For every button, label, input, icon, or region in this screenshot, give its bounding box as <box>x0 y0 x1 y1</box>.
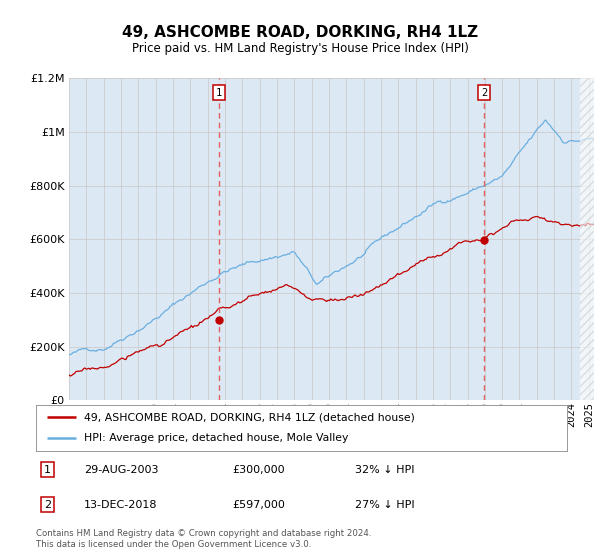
Text: 2: 2 <box>481 88 487 98</box>
Text: 1: 1 <box>216 88 222 98</box>
Text: £300,000: £300,000 <box>232 465 285 475</box>
Bar <box>580 78 594 400</box>
Text: 27% ↓ HPI: 27% ↓ HPI <box>355 500 414 510</box>
Bar <box>580 78 594 400</box>
Text: Price paid vs. HM Land Registry's House Price Index (HPI): Price paid vs. HM Land Registry's House … <box>131 42 469 55</box>
Text: HPI: Average price, detached house, Mole Valley: HPI: Average price, detached house, Mole… <box>84 433 348 444</box>
Text: 49, ASHCOMBE ROAD, DORKING, RH4 1LZ: 49, ASHCOMBE ROAD, DORKING, RH4 1LZ <box>122 25 478 40</box>
Text: 29-AUG-2003: 29-AUG-2003 <box>84 465 158 475</box>
Text: 32% ↓ HPI: 32% ↓ HPI <box>355 465 414 475</box>
Text: 49, ASHCOMBE ROAD, DORKING, RH4 1LZ (detached house): 49, ASHCOMBE ROAD, DORKING, RH4 1LZ (det… <box>84 412 415 422</box>
Text: 1: 1 <box>44 465 51 475</box>
Text: Contains HM Land Registry data © Crown copyright and database right 2024.
This d: Contains HM Land Registry data © Crown c… <box>36 529 371 549</box>
Text: 2: 2 <box>44 500 51 510</box>
Text: £597,000: £597,000 <box>232 500 286 510</box>
Text: 13-DEC-2018: 13-DEC-2018 <box>84 500 157 510</box>
